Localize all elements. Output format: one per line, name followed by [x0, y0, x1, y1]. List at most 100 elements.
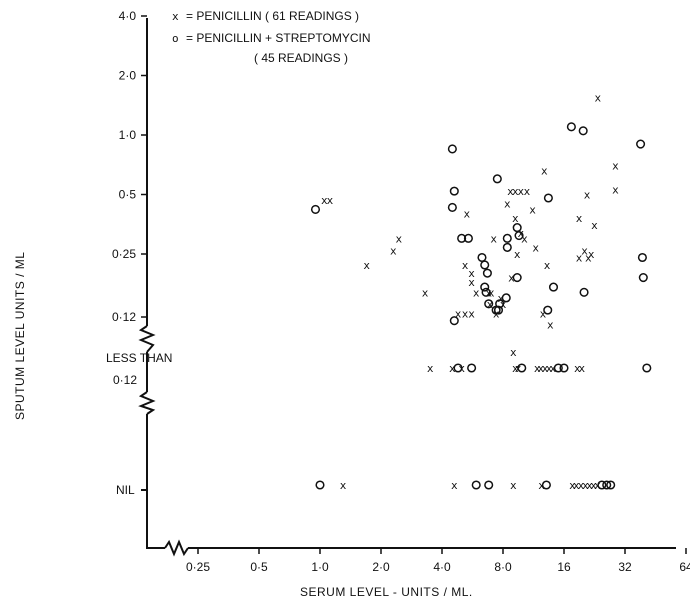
data-point-penicillin: x [595, 91, 602, 104]
data-point-penicillin: x [390, 245, 397, 258]
data-point-penicillin-streptomycin [481, 287, 491, 297]
data-point-penicillin: x [581, 245, 588, 258]
data-point-penicillin: x [544, 259, 551, 272]
data-point-penicillin: x [485, 286, 492, 299]
data-point-penicillin: x [363, 259, 370, 272]
data-point-penicillin-streptomycin [501, 293, 511, 303]
x-tick-label: 16 [557, 560, 571, 574]
data-point-penicillin: x [538, 479, 545, 492]
data-point-penicillin-streptomycin [566, 122, 576, 132]
data-point-penicillin-streptomycin [548, 282, 559, 292]
x-tick-label: 1·0 [311, 560, 329, 574]
data-point-penicillin: x [507, 185, 514, 198]
data-point-penicillin-streptomycin [484, 299, 494, 309]
data-point-penicillin-streptomycin [493, 305, 504, 315]
data-point-penicillin: x [497, 292, 504, 305]
data-point-penicillin: x [490, 232, 497, 245]
data-point-penicillin: x [578, 479, 585, 492]
data-point-penicillin-streptomycin [559, 363, 569, 373]
data-point-penicillin: x [462, 259, 469, 272]
data-point-penicillin: x [584, 189, 591, 202]
data-point-penicillin: x [586, 479, 593, 492]
data-point-penicillin: x [468, 267, 475, 280]
legend-marker-x: x [172, 10, 179, 23]
data-point-penicillin-streptomycin [543, 193, 553, 203]
data-point-penicillin: x [521, 232, 528, 245]
data-point-penicillin: x [468, 308, 475, 321]
data-point-penicillin: x [591, 219, 598, 232]
data-point-penicillin: x [468, 276, 475, 289]
data-point-penicillin-streptomycin [467, 363, 477, 373]
data-point-penicillin-streptomycin [447, 202, 457, 212]
data-point-penicillin: x [514, 248, 521, 261]
x-tick-label: 4·0 [433, 560, 451, 574]
data-point-penicillin: x [340, 479, 347, 492]
data-point-penicillin-streptomycin [449, 186, 459, 196]
data-point-penicillin: x [576, 212, 583, 225]
y-tick-less-than-1: LESS THAN [106, 351, 172, 365]
x-axis-title: SERUM LEVEL - UNITS / ML. [300, 585, 473, 598]
data-point-penicillin: x [396, 232, 403, 245]
data-point-penicillin: x [590, 479, 597, 492]
legend: x = PENICILLIN ( 61 READINGS ) o = PENIC… [172, 9, 371, 65]
data-point-penicillin: x [427, 362, 434, 375]
x-tick-label: 32 [618, 560, 632, 574]
data-point-penicillin: x [588, 248, 595, 261]
data-point-penicillin: x [512, 212, 519, 225]
data-point-penicillin: x [534, 362, 541, 375]
data-point-penicillin: x [487, 298, 494, 311]
data-point-penicillin: x [488, 286, 495, 299]
data-point-penicillin: x [321, 194, 328, 207]
data-point-penicillin-streptomycin [517, 363, 527, 373]
data-point-penicillin: x [518, 185, 525, 198]
data-point-penicillin-streptomycin [453, 363, 463, 373]
data-point-penicillin-streptomycin [449, 316, 459, 326]
data-point-penicillin: x [327, 194, 334, 207]
legend-entry-penicillin: = PENICILLIN ( 61 READINGS ) [186, 9, 359, 23]
x-axis-break [164, 539, 189, 557]
y-axis-break-upper [138, 325, 156, 353]
data-point-penicillin: x [582, 479, 589, 492]
y-tick-less-than-2: 0·12 [113, 373, 137, 387]
y-axis-line [146, 18, 165, 549]
data-point-penicillin-streptomycin [597, 480, 607, 490]
legend-entry-combined: = PENICILLIN + STREPTOMYCIN [186, 31, 371, 45]
data-point-penicillin-streptomycin [484, 480, 494, 490]
x-tick-label: 0·25 [186, 560, 210, 574]
data-point-penicillin-streptomycin [471, 480, 481, 490]
data-point-penicillin: x [547, 318, 554, 331]
data-point-penicillin: x [451, 479, 458, 492]
data-point-penicillin: x [612, 160, 619, 173]
ticks: 0·25 0·5 1·0 2·0 4·0 8·0 16 32 64 0·12 0·25 0·5 1·0 2… [112, 9, 690, 574]
data-point-penicillin: x [540, 308, 547, 321]
data-point-penicillin: x [518, 227, 525, 240]
x-tick-label: 2·0 [372, 560, 390, 574]
axes: SERUM LEVEL - UNITS / ML. SPUTUM LEVEL U… [13, 18, 676, 598]
data-point-penicillin: x [541, 165, 548, 178]
data-point-penicillin-streptomycin [495, 299, 505, 309]
x-tick-label: 64 [679, 560, 690, 574]
data-point-penicillin-streptomycin [512, 273, 522, 283]
data-point-penicillin: x [532, 241, 539, 254]
data-point-penicillin-streptomycin [480, 260, 490, 270]
data-point-penicillin: x [463, 208, 470, 221]
data-point-penicillin-streptomycin [636, 139, 646, 149]
data-point-penicillin: x [449, 362, 456, 375]
data-point-penicillin: x [542, 362, 549, 375]
y-axis-title: SPUTUM LEVEL UNITS / ML [13, 252, 27, 420]
data-point-penicillin-streptomycin [553, 363, 563, 373]
data-point-penicillin: x [574, 362, 581, 375]
data-point-penicillin: x [546, 362, 553, 375]
y-tick-label: 4·0 [119, 9, 137, 23]
data-point-penicillin-streptomycin [637, 252, 647, 263]
data-point-penicillin-streptomycin [502, 242, 512, 252]
data-point-penicillin: x [529, 203, 536, 216]
data-point-penicillin: x [508, 272, 515, 285]
data-point-penicillin: x [473, 286, 480, 299]
data-point-penicillin-streptomycin [543, 305, 553, 315]
data-point-penicillin-streptomycin [477, 252, 487, 263]
data-point-penicillin-streptomycin [482, 268, 492, 278]
data-point-penicillin: x [510, 479, 517, 492]
data-point-penicillin-streptomycin [310, 204, 321, 215]
data-point-penicillin-streptomycin [447, 144, 457, 154]
